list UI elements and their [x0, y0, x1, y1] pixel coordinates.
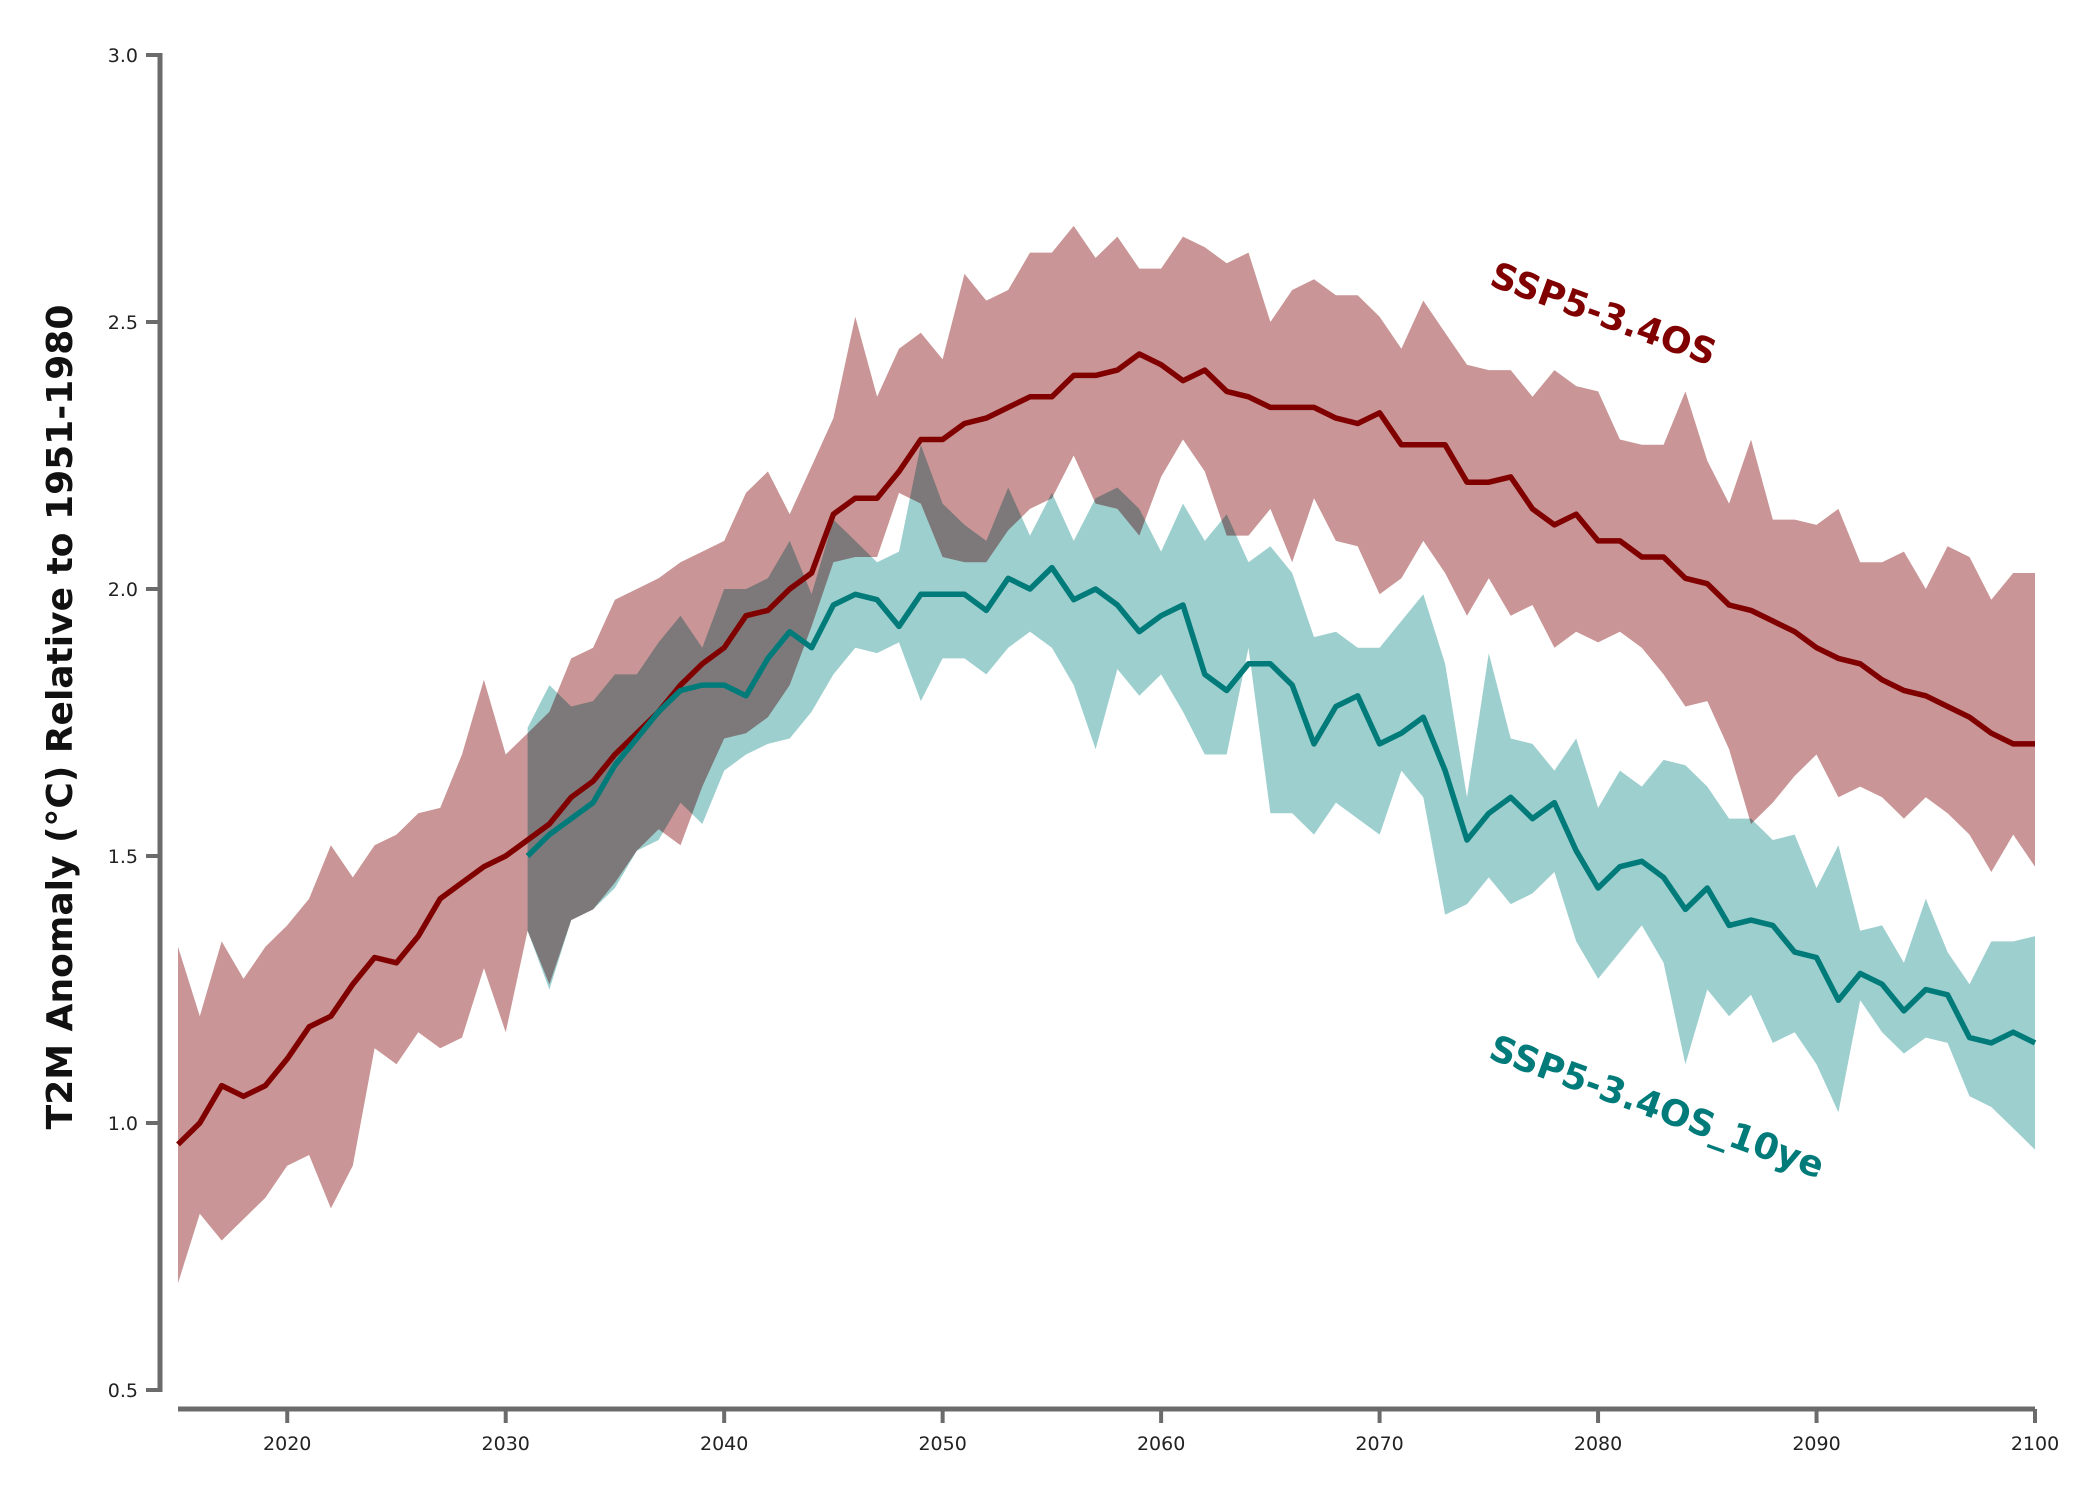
x-tick-label: 2060 [1137, 1433, 1185, 1455]
x-tick-label: 2040 [700, 1433, 748, 1455]
line-series-1 [176, 351, 2035, 1147]
series-lines [176, 351, 2037, 1147]
y-tick-label: 2.0 [108, 579, 138, 601]
y-axis-label: T2M Anomaly (°C) Relative to 1951-1980 [40, 305, 81, 1130]
x-tick-label: 2100 [2011, 1433, 2059, 1455]
series-label-ssp5-3.4os: SSP5-3.4OS [1485, 255, 1722, 375]
x-tick-label: 2070 [1355, 1433, 1403, 1455]
x-tick-label: 2090 [1792, 1433, 1840, 1455]
x-tick-label: 2030 [482, 1433, 530, 1455]
y-tick-label: 3.0 [108, 45, 138, 67]
band-series-1 [178, 225, 2035, 1284]
x-tick-label: 2080 [1574, 1433, 1622, 1455]
x-tick-label: 2020 [263, 1433, 311, 1455]
x-tick-label: 2050 [918, 1433, 966, 1455]
y-ticks: 0.5 1.0 1.5 2.0 2.5 3.0 [108, 45, 160, 1402]
series-label-ssp5-3.4os-10ye: SSP5-3.4OS_10ye [1484, 1028, 1830, 1187]
y-tick-label: 2.5 [108, 312, 138, 334]
x-ticks: 2020 2030 2040 2050 2060 2070 2080 2090 2100 [263, 1409, 2059, 1455]
y-tick-label: 1.0 [108, 1113, 138, 1135]
axes: 0.51.01.52.02.53.0 2020 2030 2040 2050 2060 2… [108, 45, 2059, 1455]
y-tick-label: 1.5 [108, 846, 138, 868]
line-series-2 [525, 564, 2037, 1046]
y-tick-label: 0.5 [108, 1380, 138, 1402]
